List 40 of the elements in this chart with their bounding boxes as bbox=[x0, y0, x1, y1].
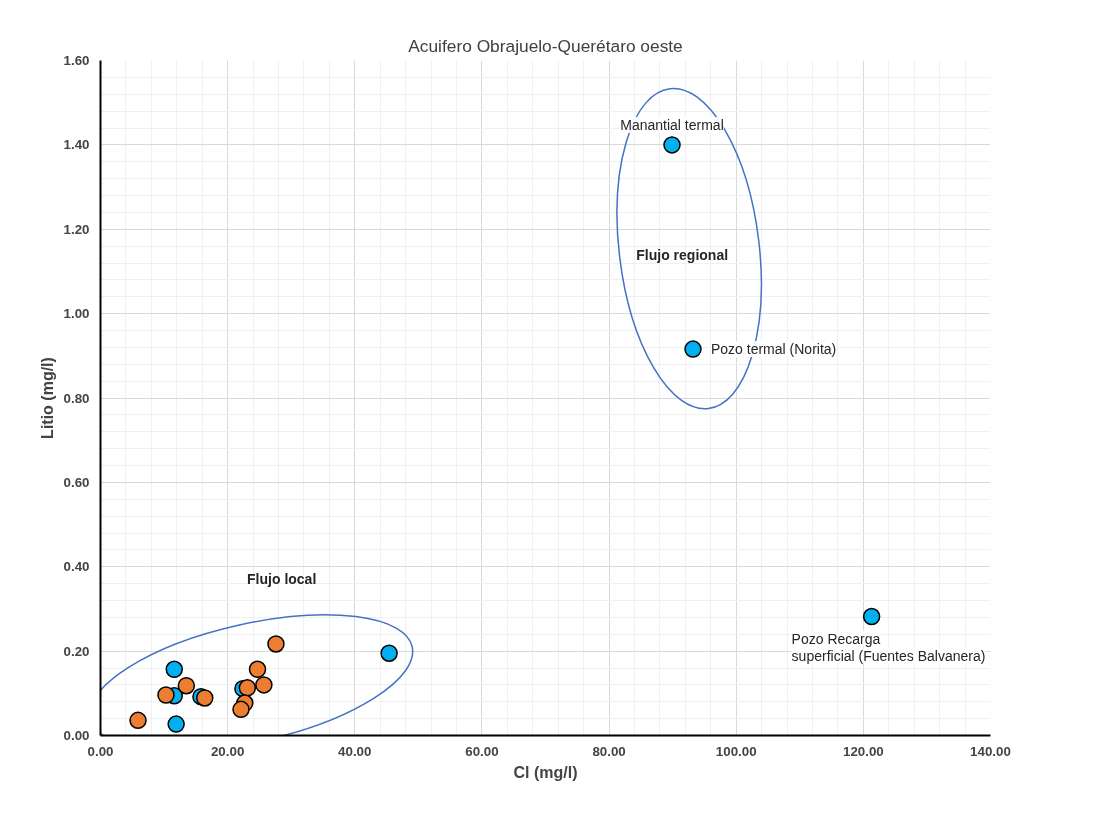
x-tick-label: 120.00 bbox=[842, 743, 884, 759]
point bbox=[232, 700, 250, 719]
x-tick-label: 140.00 bbox=[970, 743, 1011, 759]
y-tick-label: 1.20 bbox=[63, 221, 90, 237]
point bbox=[862, 607, 881, 626]
point bbox=[684, 340, 702, 358]
point bbox=[165, 660, 183, 678]
annotation: Flujo regional bbox=[636, 246, 729, 263]
point bbox=[663, 136, 681, 154]
x-tick-label: 40.00 bbox=[338, 743, 372, 759]
y-tick-label: 0.00 bbox=[63, 728, 90, 743]
y-tick-label: 1.00 bbox=[63, 306, 90, 322]
x-tick-label: 20.00 bbox=[210, 743, 245, 759]
y-axis-title: Litio (mg/l) bbox=[38, 357, 56, 439]
x-axis-title: Cl (mg/l) bbox=[513, 763, 578, 781]
y-tick-label: 0.20 bbox=[63, 643, 90, 659]
chart-title: Acuifero Obrajuelo-Querétaro oeste bbox=[408, 35, 683, 56]
y-tick-label: 0.80 bbox=[63, 390, 90, 406]
point bbox=[129, 711, 147, 730]
x-tick-label: 80.00 bbox=[592, 743, 626, 759]
point bbox=[255, 676, 273, 694]
y-tick-label: 0.60 bbox=[63, 474, 90, 490]
annotation: Pozo Recarga superficial (Fuentes Balvanera) bbox=[791, 630, 986, 664]
point bbox=[167, 715, 185, 733]
point bbox=[248, 660, 267, 678]
y-tick-label: 1.60 bbox=[63, 53, 90, 68]
point bbox=[238, 679, 257, 697]
annotation: Pozo termal (Norita) bbox=[710, 341, 837, 358]
x-tick-label: 60.00 bbox=[465, 743, 499, 759]
point bbox=[177, 676, 196, 695]
point bbox=[267, 635, 285, 653]
point bbox=[196, 689, 214, 707]
annotation: Manantial termal bbox=[620, 116, 724, 133]
annotation: Flujo local bbox=[247, 571, 317, 588]
point bbox=[157, 686, 175, 704]
y-tick-label: 0.40 bbox=[63, 559, 90, 575]
x-tick-label: 0.00 bbox=[87, 743, 114, 759]
x-tick-label: 100.00 bbox=[715, 743, 757, 759]
point bbox=[380, 644, 398, 662]
y-tick-label: 1.40 bbox=[63, 137, 90, 153]
